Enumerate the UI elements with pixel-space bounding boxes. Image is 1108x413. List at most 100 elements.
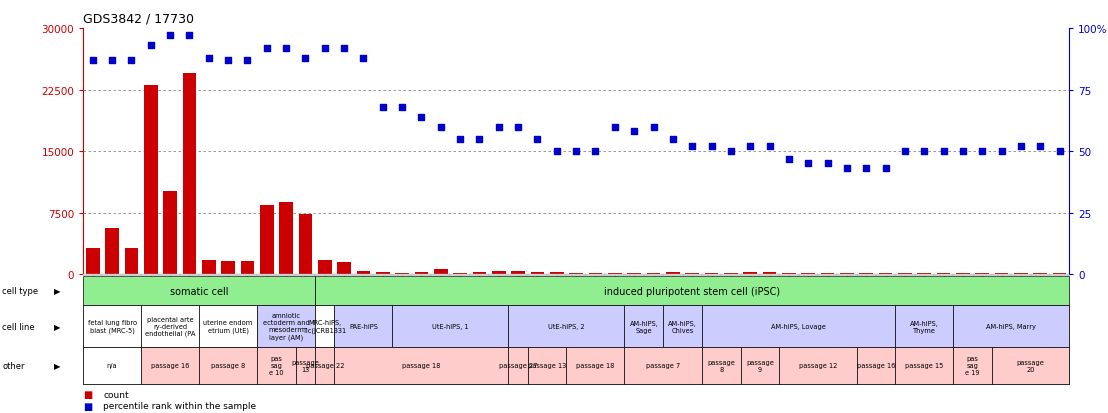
Bar <box>299 214 312 275</box>
Bar <box>144 86 157 275</box>
Bar <box>608 273 622 275</box>
Point <box>490 124 507 131</box>
Text: passage 27: passage 27 <box>499 363 537 368</box>
Text: somatic cell: somatic cell <box>170 286 228 296</box>
Text: n/a: n/a <box>106 363 117 368</box>
Bar <box>995 273 1008 275</box>
Point <box>1012 144 1029 150</box>
Text: AM-hiPS, Marry: AM-hiPS, Marry <box>986 323 1036 329</box>
Bar <box>956 273 970 275</box>
Text: ▶: ▶ <box>54 287 61 296</box>
Text: passage 18: passage 18 <box>402 363 441 368</box>
Point <box>606 124 624 131</box>
Point <box>780 156 798 162</box>
Text: ■: ■ <box>83 401 92 411</box>
Text: passage
13: passage 13 <box>291 359 319 372</box>
Point <box>123 57 141 64</box>
Point <box>548 149 566 155</box>
Text: uterine endom
etrium (UtE): uterine endom etrium (UtE) <box>204 320 253 333</box>
Bar <box>222 261 235 275</box>
Point <box>336 45 353 52</box>
Point <box>355 55 372 62</box>
Text: amniotic
ectoderm and
mesoderm
layer (AM): amniotic ectoderm and mesoderm layer (AM… <box>263 313 309 340</box>
Bar <box>550 272 564 275</box>
Text: placental arte
ry-derived
endothelial (PA: placental arte ry-derived endothelial (P… <box>145 316 195 337</box>
Point <box>297 55 315 62</box>
Text: AM-hiPS,
Thyme: AM-hiPS, Thyme <box>910 320 938 333</box>
Bar <box>840 273 853 275</box>
Text: cell line: cell line <box>2 322 34 331</box>
Bar <box>531 272 544 275</box>
Text: MRC-hiPS,
Tic(JCRB1331: MRC-hiPS, Tic(JCRB1331 <box>302 320 347 333</box>
Bar <box>318 261 331 275</box>
Text: passage 15: passage 15 <box>905 363 943 368</box>
Bar <box>782 273 796 275</box>
Point <box>199 55 217 62</box>
Bar <box>337 262 351 275</box>
Bar <box>260 206 274 275</box>
Point <box>625 129 643 135</box>
Point <box>529 136 546 143</box>
Bar <box>860 273 873 275</box>
Point <box>935 149 953 155</box>
Bar <box>125 249 138 275</box>
Text: induced pluripotent stem cell (iPSC): induced pluripotent stem cell (iPSC) <box>604 286 780 296</box>
Bar <box>975 273 989 275</box>
Point <box>219 57 237 64</box>
Bar <box>762 272 777 275</box>
Bar <box>705 273 718 275</box>
Text: ▶: ▶ <box>54 361 61 370</box>
Point <box>876 166 894 172</box>
Point <box>316 45 334 52</box>
Bar <box>899 273 912 275</box>
Text: passage 13: passage 13 <box>529 363 566 368</box>
Bar <box>434 270 448 275</box>
Point <box>373 104 391 111</box>
Text: UtE-hiPS, 2: UtE-hiPS, 2 <box>548 323 585 329</box>
Bar <box>1053 273 1066 275</box>
Bar <box>512 271 525 275</box>
Point <box>1032 144 1049 150</box>
Text: passage 16: passage 16 <box>856 363 895 368</box>
Text: percentile rank within the sample: percentile rank within the sample <box>103 401 256 410</box>
Point <box>954 149 972 155</box>
Bar <box>183 74 196 275</box>
Point <box>1050 149 1068 155</box>
Bar <box>396 273 409 275</box>
Point <box>238 57 256 64</box>
Point <box>858 166 875 172</box>
Text: other: other <box>2 361 24 370</box>
Point <box>993 149 1010 155</box>
Point <box>684 144 701 150</box>
Bar <box>240 261 254 275</box>
Point <box>702 144 720 150</box>
Bar <box>570 273 583 275</box>
Bar <box>647 273 660 275</box>
Text: passage 18: passage 18 <box>576 363 615 368</box>
Bar <box>163 191 177 275</box>
Text: ■: ■ <box>83 389 92 399</box>
Text: pas
sag
e 10: pas sag e 10 <box>269 356 284 375</box>
Text: UtE-hiPS, 1: UtE-hiPS, 1 <box>432 323 469 329</box>
Text: passage 22: passage 22 <box>306 363 345 368</box>
Text: cell type: cell type <box>2 287 39 296</box>
Bar <box>666 272 679 275</box>
Text: passage
8: passage 8 <box>707 359 735 372</box>
Text: fetal lung fibro
blast (MRC-5): fetal lung fibro blast (MRC-5) <box>88 320 136 333</box>
Text: AM-hiPS,
Chives: AM-hiPS, Chives <box>668 320 697 333</box>
Bar <box>279 202 293 275</box>
Bar <box>473 272 486 275</box>
Point <box>84 57 102 64</box>
Point <box>567 149 585 155</box>
Point <box>277 45 295 52</box>
Point <box>142 43 160 50</box>
Bar <box>1034 273 1047 275</box>
Text: PAE-hiPS: PAE-hiPS <box>349 323 378 329</box>
Point <box>799 161 817 167</box>
Bar <box>492 271 505 275</box>
Text: passage
20: passage 20 <box>1017 359 1045 372</box>
Text: passage 8: passage 8 <box>211 363 245 368</box>
Bar <box>414 272 428 275</box>
Bar <box>453 273 466 275</box>
Point <box>393 104 411 111</box>
